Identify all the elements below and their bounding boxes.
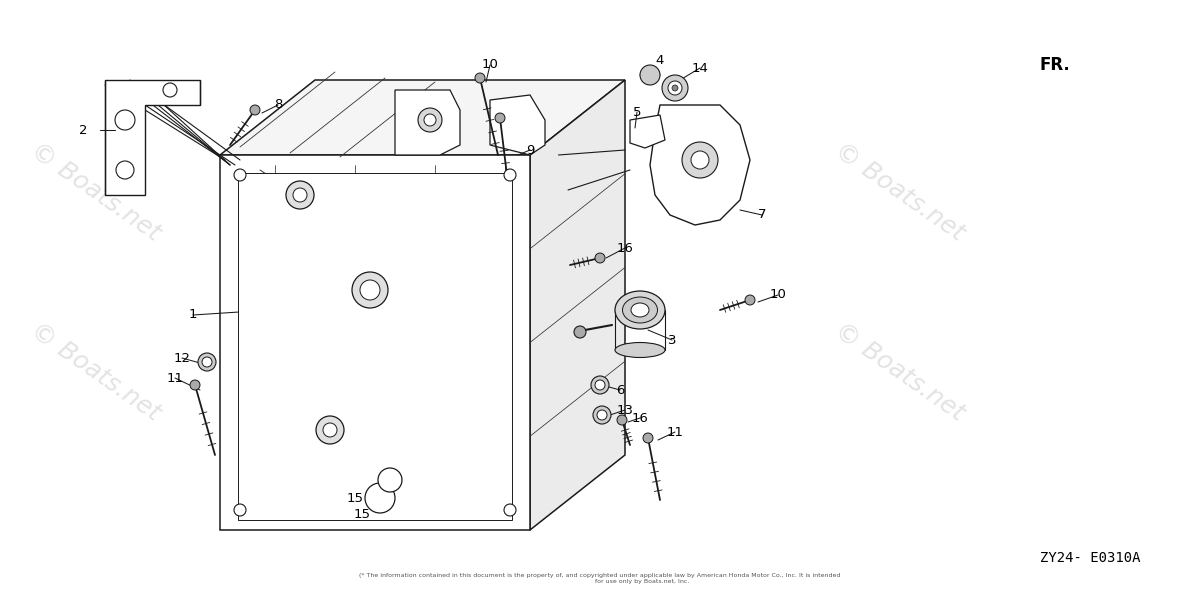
Circle shape xyxy=(352,272,388,308)
Text: 9: 9 xyxy=(526,144,534,156)
Text: 12: 12 xyxy=(174,352,191,365)
Circle shape xyxy=(598,410,607,420)
Circle shape xyxy=(163,83,178,97)
Polygon shape xyxy=(106,80,200,195)
Text: 7: 7 xyxy=(757,208,767,222)
Text: 6: 6 xyxy=(616,383,624,397)
Text: 15: 15 xyxy=(347,492,364,504)
Text: 13: 13 xyxy=(617,404,634,416)
Circle shape xyxy=(190,380,200,390)
Circle shape xyxy=(593,406,611,424)
Ellipse shape xyxy=(616,343,665,358)
Text: © Boats.net: © Boats.net xyxy=(26,138,166,245)
Polygon shape xyxy=(650,105,750,225)
Text: 16: 16 xyxy=(617,241,634,255)
Text: (* The information contained in this document is the property of, and copyrighte: (* The information contained in this doc… xyxy=(359,573,841,584)
Text: © Boats.net: © Boats.net xyxy=(830,318,970,425)
Circle shape xyxy=(672,85,678,91)
Text: 11: 11 xyxy=(167,371,184,385)
Circle shape xyxy=(662,75,688,101)
Circle shape xyxy=(617,415,628,425)
Text: 16: 16 xyxy=(631,412,648,425)
Text: © Boats.net: © Boats.net xyxy=(830,138,970,245)
Circle shape xyxy=(745,295,755,305)
Text: ZY24- E0310A: ZY24- E0310A xyxy=(1039,551,1140,565)
Polygon shape xyxy=(490,95,545,155)
Text: 1: 1 xyxy=(188,308,197,322)
Polygon shape xyxy=(220,155,530,530)
Circle shape xyxy=(293,188,307,202)
Ellipse shape xyxy=(616,291,665,329)
Text: FR.: FR. xyxy=(1039,56,1070,74)
Circle shape xyxy=(360,280,380,300)
Circle shape xyxy=(323,423,337,437)
Circle shape xyxy=(640,65,660,85)
Text: 5: 5 xyxy=(632,105,641,119)
Circle shape xyxy=(234,169,246,181)
Circle shape xyxy=(475,73,485,83)
Circle shape xyxy=(592,376,610,394)
Text: 3: 3 xyxy=(667,334,677,346)
Circle shape xyxy=(496,113,505,123)
Circle shape xyxy=(643,433,653,443)
Circle shape xyxy=(424,114,436,126)
Circle shape xyxy=(595,253,605,263)
Text: 8: 8 xyxy=(274,98,282,111)
Circle shape xyxy=(682,142,718,178)
Text: © Boats.net: © Boats.net xyxy=(434,138,574,245)
Circle shape xyxy=(115,110,134,130)
Circle shape xyxy=(202,357,212,367)
Circle shape xyxy=(198,353,216,371)
Text: © Boats.net: © Boats.net xyxy=(434,318,574,425)
Text: 11: 11 xyxy=(666,425,684,438)
Text: 10: 10 xyxy=(481,59,498,71)
Polygon shape xyxy=(530,80,625,530)
Ellipse shape xyxy=(631,303,649,317)
Circle shape xyxy=(668,81,682,95)
Circle shape xyxy=(504,169,516,181)
Circle shape xyxy=(574,326,586,338)
Circle shape xyxy=(504,504,516,516)
Circle shape xyxy=(365,483,395,513)
Circle shape xyxy=(316,416,344,444)
Text: 15: 15 xyxy=(354,509,371,522)
Circle shape xyxy=(286,181,314,209)
Text: © Boats.net: © Boats.net xyxy=(26,318,166,425)
Ellipse shape xyxy=(623,297,658,323)
Circle shape xyxy=(418,108,442,132)
Text: 10: 10 xyxy=(769,289,786,301)
Circle shape xyxy=(234,504,246,516)
Circle shape xyxy=(250,105,260,115)
Polygon shape xyxy=(630,115,665,148)
Polygon shape xyxy=(395,90,460,155)
Circle shape xyxy=(691,151,709,169)
Circle shape xyxy=(595,380,605,390)
Circle shape xyxy=(378,468,402,492)
Text: 4: 4 xyxy=(656,53,664,66)
Polygon shape xyxy=(220,80,625,155)
Text: 2: 2 xyxy=(79,123,88,137)
Circle shape xyxy=(116,161,134,179)
Text: 14: 14 xyxy=(691,62,708,74)
Polygon shape xyxy=(238,173,512,520)
